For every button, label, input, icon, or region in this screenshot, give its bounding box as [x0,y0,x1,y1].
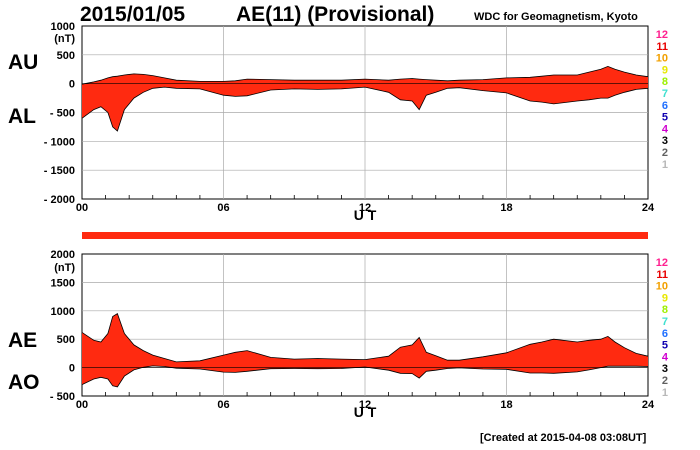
level-legend-label: 6 [662,328,668,340]
x-tick-label: 24 [642,202,655,214]
index-title: AE(11) (Provisional) [236,3,435,26]
unit-label: (nT) [54,33,75,45]
level-legend-label: 4 [662,123,669,135]
y-tick-label: 500 [57,50,75,62]
level-legend-label: 7 [662,88,668,100]
x-axis-label: U T [354,404,377,420]
y-tick-label: 1500 [51,277,75,289]
x-tick-label: 00 [76,399,88,411]
y-tick-label: 500 [57,334,75,346]
index-band-area [82,66,648,131]
x-tick-label: 06 [217,399,229,411]
y-tick-label: - 2000 [44,194,75,206]
ao-label: AO [8,371,40,394]
y-tick-label: 1000 [51,21,75,33]
x-tick-label: 12 [359,202,371,214]
level-legend-label: 6 [662,100,668,112]
y-tick-label: 0 [69,79,75,91]
x-tick-label: 12 [359,399,371,411]
source-label: WDC for Geomagnetism, Kyoto [474,11,638,23]
level-legend-label: 12 [656,257,668,269]
level-legend-label: 8 [662,304,668,316]
ae-label: AE [8,329,38,352]
x-tick-label: 00 [76,202,88,214]
level-legend-label: 8 [662,76,668,88]
level-legend-label: 12 [656,29,668,41]
level-legend-label: 11 [656,269,668,281]
x-axis-label: U T [354,207,377,223]
level-legend-label: 1 [662,159,668,171]
y-tick-label: 0 [69,363,75,375]
level-legend-label: 7 [662,316,668,328]
y-tick-label: - 1000 [44,136,75,148]
level-legend-label: 1 [662,387,668,399]
separator-bar [82,232,648,239]
y-tick-label: - 500 [50,391,75,403]
x-tick-label: 24 [642,399,655,411]
y-tick-label: 2000 [51,249,75,261]
upper-series-line [81,312,649,363]
level-legend-label: 10 [656,53,668,65]
x-tick-label: 18 [500,399,512,411]
unit-label: (nT) [54,262,75,274]
level-legend-label: 4 [662,351,669,363]
level-legend-label: 2 [662,147,668,159]
x-tick-label: 06 [217,202,229,214]
y-tick-label: - 1500 [44,165,75,177]
level-legend-label: 9 [662,64,668,76]
y-tick-label: - 500 [50,108,75,120]
plot-au-al: 1000 500 0 - 500 - 1000 - 1500 - 2000 (nT) 00 06 1… [44,21,669,223]
au-label: AU [8,51,39,74]
level-legend-label: 3 [662,363,668,375]
x-tick-label: 18 [500,202,512,214]
lower-series-line [81,86,649,132]
index-band-area [82,313,648,387]
date-title: 2015/01/05 [80,3,186,26]
created-timestamp: [Created at 2015-04-08 03:08UT] [480,432,647,444]
level-legend-label: 10 [656,281,668,293]
level-legend-label: 9 [662,292,668,304]
level-legend-label: 5 [662,340,668,352]
level-legend-label: 2 [662,375,668,387]
upper-series-line [81,65,649,85]
level-legend-label: 11 [656,41,668,53]
al-label: AL [8,105,36,128]
lower-series-line [81,365,649,388]
level-legend-label: 5 [662,112,668,124]
y-tick-label: 1000 [51,306,75,318]
level-legend-label: 3 [662,135,668,147]
